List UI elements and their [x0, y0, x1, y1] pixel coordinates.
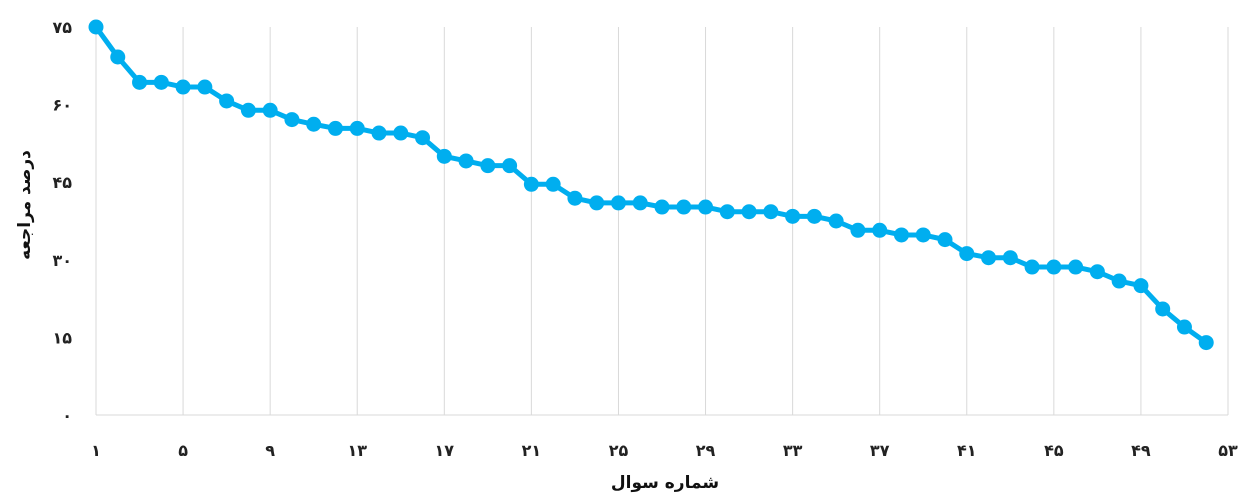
data-point	[436, 148, 452, 164]
x-tick-label: ۲۱	[522, 441, 542, 460]
data-point	[698, 199, 714, 215]
x-tick-label: ۲۹	[696, 441, 716, 460]
data-point	[610, 195, 626, 211]
data-point	[458, 153, 474, 169]
data-point	[1198, 335, 1214, 351]
data-point	[371, 125, 387, 141]
x-tick-label: ۱	[91, 441, 101, 460]
x-tick-labels: ۱ ۵ ۹ ۱۳ ۱۷ ۲۱ ۲۵ ۲۹ ۳۳ ۳۷ ۴۱ ۴۵ ۴۹ ۵۳	[91, 441, 1238, 460]
y-tick-label: ۰	[62, 406, 72, 425]
x-tick-label: ۴۵	[1044, 441, 1064, 460]
y-tick-label: ۴۵	[52, 173, 72, 192]
y-tick-labels: ۰ ۱۵ ۳۰ ۴۵ ۶۰ ۷۵	[52, 18, 72, 425]
data-point	[828, 213, 844, 229]
data-point	[480, 158, 496, 174]
series-line	[93, 24, 1209, 346]
gridlines	[95, 27, 1229, 415]
y-tick-label: ۷۵	[52, 18, 72, 37]
x-tick-label: ۵۳	[1218, 441, 1238, 460]
data-point	[502, 158, 518, 174]
x-tick-label: ۴۹	[1131, 441, 1151, 460]
data-point	[262, 102, 278, 118]
data-point	[872, 222, 888, 238]
x-tick-label: ۳۷	[870, 441, 890, 460]
x-axis-title: شماره سوال	[611, 473, 719, 493]
data-point	[1024, 259, 1040, 275]
x-tick-label: ۲۵	[609, 441, 629, 460]
data-point	[349, 120, 365, 136]
data-point	[523, 176, 539, 192]
data-point	[959, 246, 975, 262]
data-point	[110, 49, 126, 65]
data-point	[1068, 259, 1084, 275]
data-point	[1046, 259, 1062, 275]
data-point	[567, 190, 583, 206]
x-tick-label: ۴۱	[957, 441, 977, 460]
x-tick-label: ۵	[178, 441, 188, 460]
y-tick-label: ۳۰	[52, 251, 72, 270]
data-point	[88, 19, 104, 35]
data-point	[175, 79, 191, 95]
y-axis-title: درصد مراجعه	[15, 150, 35, 260]
data-point	[850, 222, 866, 238]
data-point	[153, 74, 169, 90]
data-point	[1176, 319, 1192, 335]
x-tick-label: ۳۳	[783, 441, 803, 460]
data-point	[741, 204, 757, 220]
data-point	[306, 116, 322, 132]
data-point	[1133, 278, 1149, 294]
data-point	[132, 74, 148, 90]
data-point	[937, 232, 953, 248]
y-tick-label: ۱۵	[52, 328, 72, 347]
data-point	[763, 204, 779, 220]
data-point	[785, 208, 801, 224]
data-point	[1111, 273, 1127, 289]
data-point	[893, 227, 909, 243]
y-tick-label: ۶۰	[52, 96, 72, 115]
data-point	[284, 112, 300, 128]
data-point	[545, 176, 561, 192]
data-point	[1089, 264, 1105, 280]
data-point	[219, 93, 235, 109]
data-point	[415, 130, 431, 146]
data-point	[806, 208, 822, 224]
data-point	[327, 120, 343, 136]
x-tick-label: ۹	[265, 441, 275, 460]
data-point	[1002, 250, 1018, 266]
x-tick-label: ۱۳	[347, 441, 367, 460]
data-point	[240, 102, 256, 118]
data-points	[88, 19, 1214, 351]
data-point	[719, 204, 735, 220]
data-point	[197, 79, 213, 95]
data-point	[632, 195, 648, 211]
data-point	[676, 199, 692, 215]
data-point	[654, 199, 670, 215]
x-tick-label: ۱۷	[435, 441, 455, 460]
data-point	[1155, 301, 1171, 317]
data-point	[981, 250, 997, 266]
data-point	[915, 227, 931, 243]
data-point	[589, 195, 605, 211]
data-point	[393, 125, 409, 141]
